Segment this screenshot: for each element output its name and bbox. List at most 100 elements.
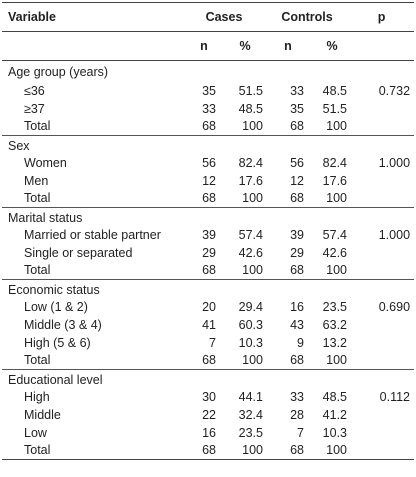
section-title: Economic status	[8, 282, 100, 297]
row-label: ≥37	[24, 101, 45, 116]
table-row: High 30 44.1 33 48.5 0.112	[2, 388, 414, 406]
p-value-cell	[349, 352, 414, 370]
row-label: High (5 & 6)	[24, 335, 91, 350]
cases-pct-cell: 100	[242, 443, 263, 458]
controls-n-cell: 68	[290, 263, 304, 278]
controls-n-cell: 43	[290, 317, 304, 332]
row-label: Total	[24, 119, 51, 134]
cases-n-cell: 29	[202, 245, 216, 260]
cases-pct-cell: 82.4	[238, 155, 263, 170]
header-controls-n: n	[284, 39, 292, 53]
header-sub-empty	[2, 32, 183, 61]
cases-pct-cell: 57.4	[238, 227, 263, 242]
p-value-cell	[349, 172, 414, 190]
cases-pct-cell: 10.3	[238, 335, 263, 350]
controls-pct-cell: 63.2	[322, 317, 348, 332]
cases-n-cell: 68	[202, 191, 216, 206]
cases-pct-cell: 44.1	[238, 389, 263, 404]
controls-pct-cell: 42.6	[322, 245, 348, 260]
header-row-main: Variable Cases Controls p	[2, 2, 415, 32]
header-cases-n: n	[200, 39, 208, 53]
table-row: Men 12 17.6 12 17.6	[2, 172, 414, 190]
controls-n-cell: 68	[290, 119, 304, 134]
header-sub-p-empty	[349, 32, 414, 61]
p-value-cell	[349, 190, 414, 208]
controls-n-cell: 9	[297, 335, 304, 350]
table-row: High (5 & 6) 7 10.3 9 13.2	[2, 334, 414, 352]
header-p: p	[377, 10, 386, 24]
p-value-cell: 1.000	[378, 155, 411, 170]
controls-n-cell: 68	[290, 443, 304, 458]
p-value-cell	[349, 100, 414, 118]
controls-n-cell: 39	[290, 227, 304, 242]
table-row: Single or separated 29 42.6 29 42.6	[2, 244, 414, 262]
controls-pct-cell: 23.5	[322, 299, 348, 314]
table-header: Variable Cases Controls p n % n %	[2, 2, 415, 61]
section-title: Educational level	[8, 372, 103, 387]
p-value-cell: 0.690	[378, 299, 411, 314]
section-header-row: Economic status	[2, 279, 415, 298]
p-value-cell	[349, 424, 414, 442]
section-title: Sex	[8, 138, 30, 153]
section-title: Marital status	[8, 210, 83, 225]
cases-n-cell: 16	[202, 425, 216, 440]
table-row: Women 56 82.4 56 82.4 1.000	[2, 154, 414, 172]
header-controls-pct: %	[326, 39, 338, 53]
cases-pct-cell: 17.6	[238, 173, 263, 188]
table-row: Total 68 100 68 100	[2, 442, 415, 460]
row-label: Middle (3 & 4)	[24, 317, 102, 332]
table-row: Total 68 100 68 100	[2, 352, 414, 370]
section-header-row: Marital status	[2, 207, 415, 226]
controls-n-cell: 68	[290, 353, 304, 368]
cases-n-cell: 22	[202, 407, 216, 422]
p-value-cell	[349, 442, 414, 460]
controls-pct-cell: 41.2	[322, 407, 348, 422]
table-row: ≤36 35 51.5 33 48.5 0.732	[2, 82, 414, 100]
controls-pct-cell: 10.3	[322, 425, 348, 440]
row-label: Married or stable partner	[24, 227, 161, 242]
controls-pct-cell: 100	[326, 263, 348, 278]
controls-n-cell: 28	[290, 407, 304, 422]
controls-n-cell: 68	[290, 191, 304, 206]
table-row: Total 68 100 68 100	[2, 190, 414, 208]
cases-n-cell: 68	[202, 443, 216, 458]
controls-pct-cell: 57.4	[322, 227, 348, 242]
table-row: Total 68 100 68 100	[2, 118, 414, 136]
section-header-row: Educational level	[2, 369, 415, 388]
row-label: Single or separated	[24, 245, 133, 260]
cases-pct-cell: 100	[242, 191, 263, 206]
cases-pct-cell: 42.6	[238, 245, 263, 260]
data-table: Variable Cases Controls p n % n % Age gr…	[2, 2, 415, 460]
p-value-cell	[349, 262, 414, 280]
header-variable: Variable	[8, 10, 56, 24]
cases-pct-cell: 60.3	[238, 317, 263, 332]
table-row: Married or stable partner 39 57.4 39 57.4 1.0…	[2, 226, 414, 244]
header-row-sub: n % n %	[2, 31, 415, 61]
header-cases-pct: %	[239, 39, 251, 53]
controls-n-cell: 7	[297, 425, 304, 440]
table-row: ≥37 33 48.5 35 51.5	[2, 100, 414, 118]
p-value-cell: 0.112	[379, 389, 411, 404]
table-row: Middle (3 & 4) 41 60.3 43 63.2	[2, 316, 414, 334]
cases-n-cell: 30	[202, 389, 216, 404]
p-value-cell	[349, 406, 414, 424]
p-value-cell: 0.732	[378, 83, 411, 98]
controls-pct-cell: 48.5	[322, 83, 348, 98]
controls-pct-cell: 100	[326, 191, 348, 206]
cases-pct-cell: 51.5	[238, 83, 263, 98]
controls-n-cell: 16	[290, 299, 304, 314]
table-body: Age group (years) ≤36 35 51.5 33 48.5 0.732 ≥37…	[2, 61, 415, 460]
row-label: Total	[24, 191, 51, 206]
cases-pct-cell: 23.5	[238, 425, 263, 440]
table-row: Middle 22 32.4 28 41.2	[2, 406, 414, 424]
controls-pct-cell: 82.4	[322, 155, 348, 170]
controls-n-cell: 35	[290, 101, 304, 116]
row-label: ≤36	[24, 83, 45, 98]
controls-pct-cell: 17.6	[322, 173, 348, 188]
controls-n-cell: 56	[290, 155, 304, 170]
p-value-cell: 1.000	[378, 227, 411, 242]
cases-n-cell: 12	[202, 173, 216, 188]
section-header-row: Age group (years)	[2, 61, 414, 82]
row-label: High	[24, 389, 50, 404]
row-label: Women	[24, 155, 67, 170]
